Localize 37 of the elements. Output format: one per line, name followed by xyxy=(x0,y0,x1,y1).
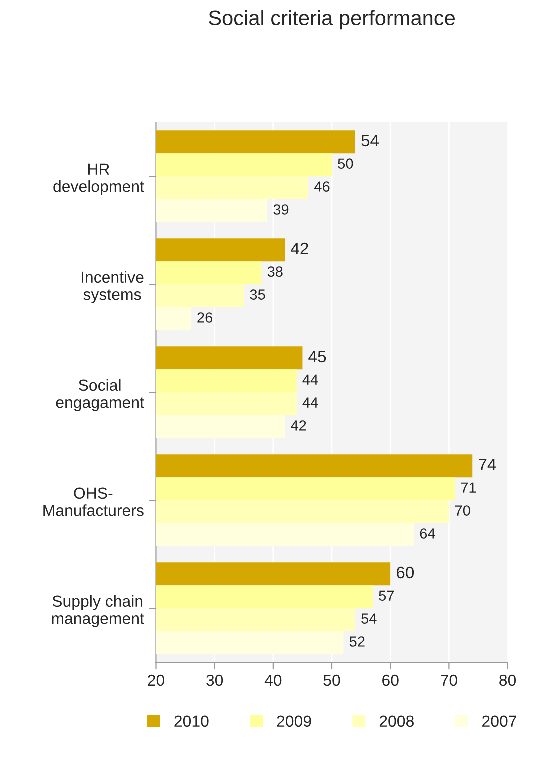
y-tick-label: Incentive systems xyxy=(82,271,144,304)
data-label: 71 xyxy=(461,482,476,493)
chart-title: Social criteria performance xyxy=(209,10,455,30)
legend-label: 2009 xyxy=(277,716,312,728)
y-tick-label: Supply chain management xyxy=(52,595,144,628)
x-tick-label: 20 xyxy=(148,674,164,686)
x-tick-label: 70 xyxy=(441,674,458,686)
x-tick-label: 40 xyxy=(264,674,282,686)
data-label: 26 xyxy=(198,312,213,323)
data-label: 42 xyxy=(291,242,308,254)
data-label: 54 xyxy=(362,134,380,147)
x-tick-label: 30 xyxy=(206,674,224,686)
data-label: 64 xyxy=(420,528,436,539)
data-label: 54 xyxy=(362,614,377,624)
data-label: 50 xyxy=(338,158,354,169)
data-label: 38 xyxy=(268,266,283,278)
data-label: 44 xyxy=(302,398,318,408)
data-label: 35 xyxy=(250,290,266,300)
legend-label: 2007 xyxy=(482,716,516,728)
data-label: 57 xyxy=(379,590,394,602)
x-tick-label: 80 xyxy=(500,674,516,686)
legend-label: 2010 xyxy=(174,716,209,728)
y-tick-label: OHS- Manufacturers xyxy=(44,488,144,516)
data-label: 45 xyxy=(308,350,326,363)
data-label: 52 xyxy=(350,636,365,647)
data-label: 39 xyxy=(274,204,289,215)
legend-label: 2008 xyxy=(380,716,414,728)
data-label: 44 xyxy=(302,374,318,385)
data-label: 74 xyxy=(479,459,496,470)
data-label: 46 xyxy=(314,182,330,192)
data-label: 42 xyxy=(291,420,306,431)
data-label: 70 xyxy=(455,506,470,516)
x-tick-label: 60 xyxy=(382,674,399,686)
data-label: 60 xyxy=(397,566,414,579)
y-tick-label: Social engagament xyxy=(56,379,144,412)
y-tick-label: HR development xyxy=(54,164,144,196)
x-tick-label: 50 xyxy=(324,674,340,686)
